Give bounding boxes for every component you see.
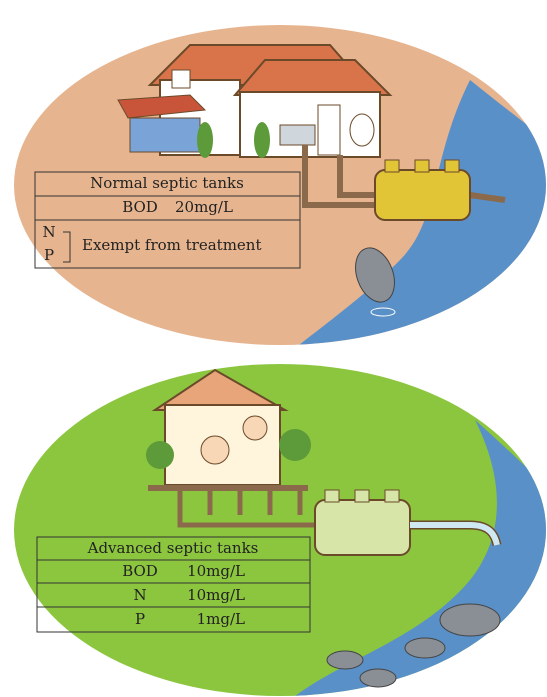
parameter-value: 20mg/L (175, 198, 233, 216)
illustration: Normal septic tanks BOD 20mg/L N P Exemp… (0, 0, 547, 697)
advanced-panel: Advanced septic tanks (14, 364, 547, 697)
parameter-label: N (133, 586, 146, 604)
parameter-label: P (135, 610, 145, 628)
table-title: Normal septic tanks (90, 174, 244, 192)
exemption-note: Exempt from treatment (82, 236, 262, 254)
parameter-value: 1mg/L (197, 610, 245, 628)
parameter-label: P (44, 246, 54, 264)
table-title: Advanced septic tanks (87, 539, 259, 557)
parameter-label: N (42, 223, 55, 241)
normal-panel: Normal septic tanks BOD 20mg/L N P Exemp… (14, 25, 547, 360)
septic-tank (375, 160, 470, 220)
parameter-value: 10mg/L (187, 586, 245, 604)
parameter-label: BOD (122, 562, 158, 580)
parameter-label: BOD (122, 198, 158, 216)
parameter-value: 10mg/L (187, 562, 245, 580)
